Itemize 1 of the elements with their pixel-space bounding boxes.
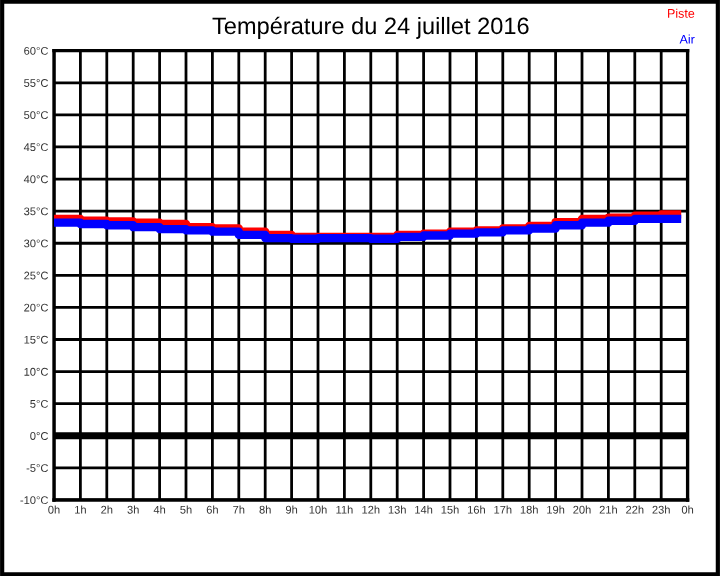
chart-title: Température du 24 juillet 2016 <box>212 16 529 39</box>
